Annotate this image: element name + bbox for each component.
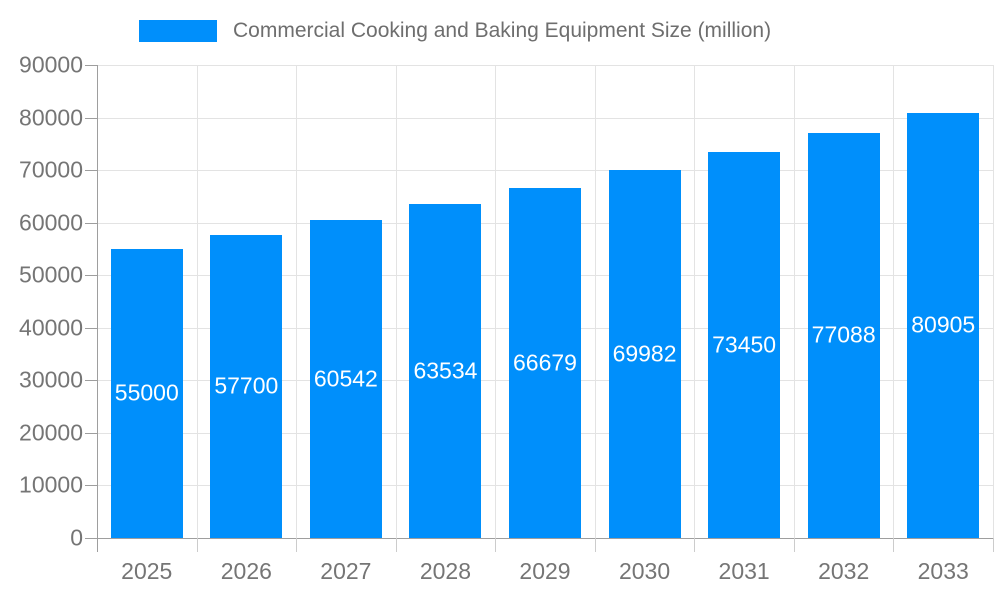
bar-value-label: 63534 (413, 357, 478, 384)
y-tick-mark (85, 538, 97, 539)
x-tick-label: 2025 (121, 558, 173, 584)
v-gridline (296, 65, 297, 538)
x-boundary-tick (396, 538, 397, 552)
v-gridline (993, 65, 994, 538)
x-tick-label: 2030 (618, 558, 671, 584)
x-boundary-tick (893, 538, 894, 552)
x-tick-label: 2033 (917, 558, 969, 584)
x-tick-label: 2027 (320, 558, 372, 584)
y-tick-mark (85, 65, 97, 66)
y-tick-label: 70000 (19, 156, 83, 183)
legend-swatch (139, 20, 217, 42)
x-boundary-tick (694, 538, 695, 552)
bar-2033[interactable] (907, 113, 979, 538)
y-tick-label: 0 (70, 524, 83, 551)
bar-value-label: 80905 (911, 311, 976, 338)
y-tick-label: 30000 (19, 366, 83, 393)
y-axis-line (97, 65, 98, 552)
v-gridline (694, 65, 695, 538)
y-tick-label: 60000 (19, 209, 83, 236)
bar-2030[interactable] (609, 170, 681, 538)
x-tick-label: 2029 (519, 558, 571, 584)
x-boundary-tick (993, 538, 994, 552)
v-gridline (794, 65, 795, 538)
bar-2027[interactable] (310, 220, 382, 538)
v-gridline (893, 65, 894, 538)
x-axis-line (97, 538, 993, 539)
v-gridline (197, 65, 198, 538)
y-tick-label: 90000 (19, 51, 83, 78)
x-tick-label: 2032 (818, 558, 870, 584)
x-boundary-tick (296, 538, 297, 552)
y-tick-label: 50000 (19, 261, 83, 288)
bar-value-label: 66679 (513, 349, 577, 376)
y-tick-mark (85, 223, 97, 224)
bar-value-label: 57700 (214, 372, 279, 399)
x-tick-label: 2028 (419, 558, 472, 584)
bar-2026[interactable] (210, 235, 282, 538)
bar-value-label: 55000 (114, 379, 179, 406)
x-tick-label: 2031 (718, 558, 770, 584)
v-gridline (396, 65, 397, 538)
bar-2028[interactable] (409, 204, 481, 538)
x-boundary-tick (794, 538, 795, 552)
legend-label: Commercial Cooking and Baking Equipment … (233, 19, 772, 42)
bar-2032[interactable] (808, 133, 880, 538)
v-gridline (495, 65, 496, 538)
x-boundary-tick (595, 538, 596, 552)
h-gridline (97, 118, 993, 119)
y-tick-mark (85, 118, 97, 119)
bar-2031[interactable] (708, 152, 780, 538)
h-gridline (97, 65, 993, 66)
h-gridline (97, 170, 993, 171)
bar-value-label: 60542 (313, 365, 378, 392)
bar-2025[interactable] (111, 249, 183, 538)
bar-value-label: 69982 (612, 340, 677, 367)
v-gridline (595, 65, 596, 538)
y-tick-mark (85, 433, 97, 434)
bar-value-label: 77088 (811, 321, 876, 348)
y-tick-mark (85, 170, 97, 171)
y-tick-mark (85, 485, 97, 486)
bar-value-label: 73450 (712, 331, 777, 358)
y-tick-label: 40000 (19, 314, 83, 341)
legend[interactable]: Commercial Cooking and Baking Equipment … (139, 15, 771, 47)
x-boundary-tick (197, 538, 198, 552)
x-boundary-tick (495, 538, 496, 552)
bar-2029[interactable] (509, 188, 581, 538)
y-tick-mark (85, 275, 97, 276)
y-tick-label: 80000 (19, 104, 83, 131)
y-tick-mark (85, 380, 97, 381)
y-tick-label: 20000 (19, 419, 83, 446)
x-tick-label: 2026 (220, 558, 272, 584)
y-tick-label: 10000 (19, 471, 83, 498)
y-tick-mark (85, 328, 97, 329)
